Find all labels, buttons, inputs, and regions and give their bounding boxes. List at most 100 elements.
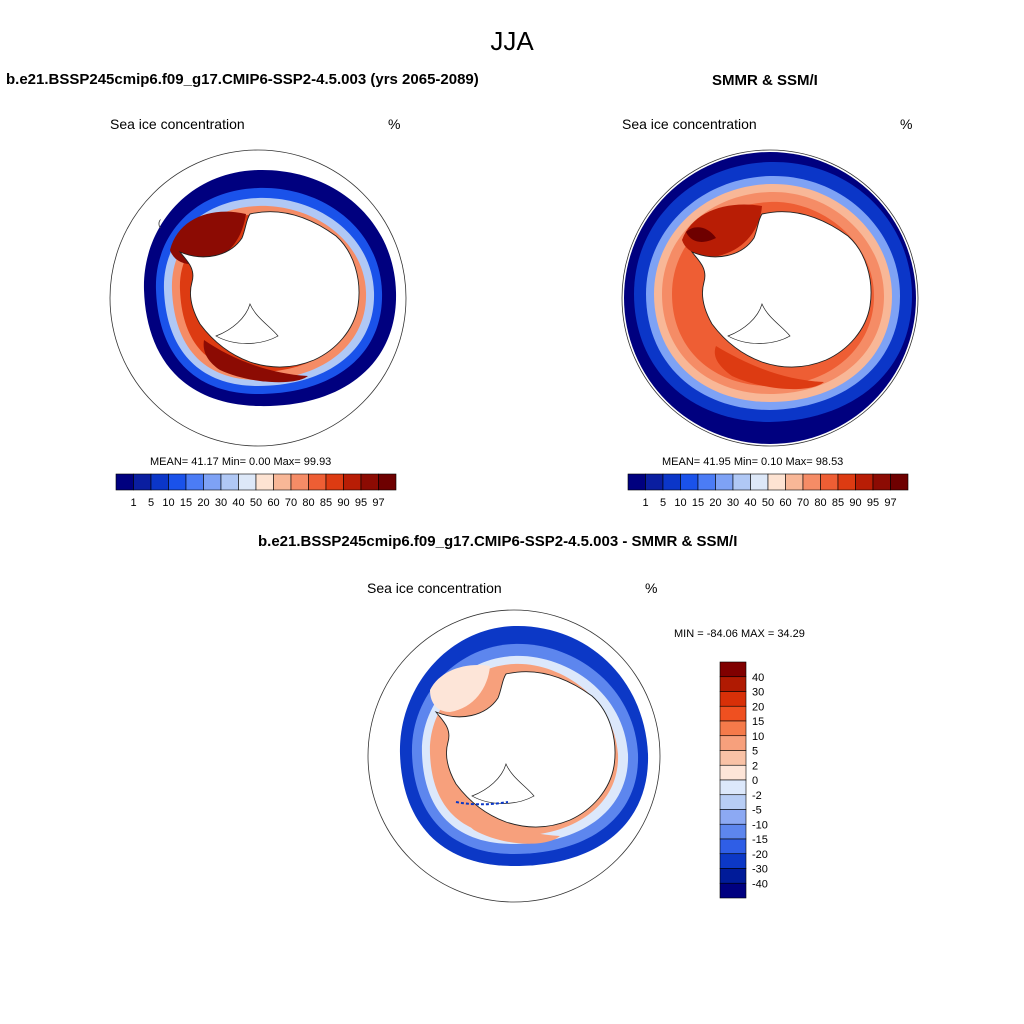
diff-stats: MIN = -84.06 MAX = 34.29 [674, 628, 805, 640]
model-colorbar-swatch [255, 473, 274, 491]
diff-colorbar-tick-label: -15 [752, 834, 768, 846]
diff-colorbar-swatch [719, 764, 747, 781]
diff-colorbar-swatch [719, 750, 747, 766]
diff-colorbar-swatch [719, 720, 747, 737]
diff-colorbar-tick-label: -2 [752, 790, 762, 802]
obs-colorbar-tick-label: 95 [867, 497, 879, 509]
obs-colorbar-swatch [802, 473, 821, 491]
obs-colorbar-tick-label: 20 [709, 497, 721, 509]
diff-colorbar-swatch [719, 779, 747, 796]
model-colorbar-swatch [168, 473, 187, 491]
obs-colorbar-tick-label: 80 [814, 497, 826, 509]
model-colorbar-tick-label: 10 [162, 497, 174, 509]
obs-colorbar-tick-label: 60 [779, 497, 791, 509]
diff-colorbar-swatch [719, 794, 747, 810]
model-colorbar-tick-label: 1 [130, 497, 136, 509]
diff-colorbar-swatch [719, 882, 747, 899]
obs-colorbar-tick-label: 5 [660, 497, 666, 509]
obs-colorbar-tick-label: 90 [849, 497, 861, 509]
diff-colorbar-tick-label: 5 [752, 746, 758, 758]
diff-colorbar-tick-label: 30 [752, 687, 764, 699]
obs-colorbar-swatch [732, 473, 751, 491]
model-variable-label: Sea ice concentration [110, 116, 245, 132]
obs-sea-ice-map [621, 149, 919, 447]
model-colorbar-swatch [220, 473, 239, 491]
model-colorbar-tick-label: 30 [215, 497, 227, 509]
diff-colorbar-swatch [719, 868, 747, 884]
obs-colorbar-tick-label: 97 [884, 497, 896, 509]
obs-colorbar-swatch [785, 473, 804, 491]
model-colorbar-swatch [378, 473, 397, 491]
model-colorbar-swatch [133, 473, 152, 491]
model-colorbar-swatch [185, 473, 204, 491]
model-stats: MEAN= 41.17 Min= 0.00 Max= 99.93 [150, 456, 332, 468]
diff-colorbar-swatch [719, 838, 747, 855]
obs-colorbar-swatch [837, 473, 856, 491]
model-colorbar-swatch [290, 473, 309, 491]
obs-colorbar-tick-label: 1 [642, 497, 648, 509]
obs-colorbar-swatch [820, 473, 839, 491]
model-colorbar-swatch [203, 473, 222, 491]
diff-colorbar-swatch [719, 676, 747, 692]
model-colorbar-swatch [150, 473, 169, 491]
model-colorbar-swatch [360, 473, 379, 491]
obs-colorbar-tick-label: 15 [692, 497, 704, 509]
obs-colorbar-swatch [767, 473, 786, 491]
model-colorbar-swatch [238, 473, 257, 491]
model-colorbar-swatch [273, 473, 292, 491]
diff-panel-title: b.e21.BSSP245cmip6.f09_g17.CMIP6-SSP2-4.… [258, 533, 738, 550]
diff-units-label: % [645, 580, 658, 596]
obs-colorbar-swatch [645, 473, 664, 491]
obs-colorbar-swatch [872, 473, 891, 491]
diff-colorbar-tick-label: -30 [752, 864, 768, 876]
obs-colorbar-swatch [750, 473, 769, 491]
obs-colorbar-tick-label: 70 [797, 497, 809, 509]
obs-colorbar-tick-label: 50 [762, 497, 774, 509]
obs-variable-label: Sea ice concentration [622, 116, 757, 132]
model-colorbar-tick-label: 97 [372, 497, 384, 509]
model-colorbar-tick-label: 60 [267, 497, 279, 509]
diff-sea-ice-map [367, 609, 661, 903]
diff-colorbar-swatch [719, 853, 747, 869]
model-panel-title: b.e21.BSSP245cmip6.f09_g17.CMIP6-SSP2-4.… [6, 71, 479, 88]
obs-colorbar-swatch [855, 473, 874, 491]
svg-text:(: ( [158, 218, 161, 228]
obs-colorbar-tick-label: 10 [674, 497, 686, 509]
obs-colorbar-swatch [627, 473, 646, 491]
obs-colorbar-swatch [715, 473, 734, 491]
model-colorbar-swatch [115, 473, 134, 491]
diff-colorbar-tick-label: -40 [752, 878, 768, 890]
obs-stats: MEAN= 41.95 Min= 0.10 Max= 98.53 [662, 456, 844, 468]
diff-colorbar-swatch [719, 705, 747, 722]
diff-colorbar-swatch [719, 691, 747, 707]
diff-colorbar-swatch [719, 823, 747, 840]
diff-variable-label: Sea ice concentration [367, 580, 502, 596]
model-colorbar-tick-label: 80 [302, 497, 314, 509]
diff-colorbar-tick-label: 40 [752, 672, 764, 684]
model-sea-ice-map: ( [109, 149, 407, 447]
model-colorbar-tick-label: 40 [232, 497, 244, 509]
obs-colorbar-tick-label: 30 [727, 497, 739, 509]
model-colorbar-tick-label: 15 [180, 497, 192, 509]
obs-colorbar-swatch [662, 473, 681, 491]
diff-colorbar-tick-label: 20 [752, 701, 764, 713]
diff-colorbar-swatch [719, 809, 747, 825]
model-colorbar-tick-label: 70 [285, 497, 297, 509]
diff-colorbar-tick-label: 0 [752, 775, 758, 787]
diff-colorbar-tick-label: 10 [752, 731, 764, 743]
diff-colorbar-swatch [719, 661, 747, 678]
model-colorbar-swatch [325, 473, 344, 491]
model-units-label: % [388, 116, 401, 132]
model-colorbar: 1 5 10 15 20 30 40 50 60 70 80 85 90 95 97 [115, 473, 397, 509]
obs-units-label: % [900, 116, 913, 132]
model-colorbar-tick-label: 5 [148, 497, 154, 509]
diff-colorbar-tick-label: -20 [752, 849, 768, 861]
model-colorbar-tick-label: 90 [337, 497, 349, 509]
obs-panel-title: SMMR & SSM/I [712, 72, 818, 89]
obs-colorbar-tick-label: 40 [744, 497, 756, 509]
model-colorbar-swatch [308, 473, 327, 491]
diff-colorbar-tick-label: 2 [752, 760, 758, 772]
model-colorbar-swatch [343, 473, 362, 491]
diff-colorbar-tick-label: -10 [752, 819, 768, 831]
